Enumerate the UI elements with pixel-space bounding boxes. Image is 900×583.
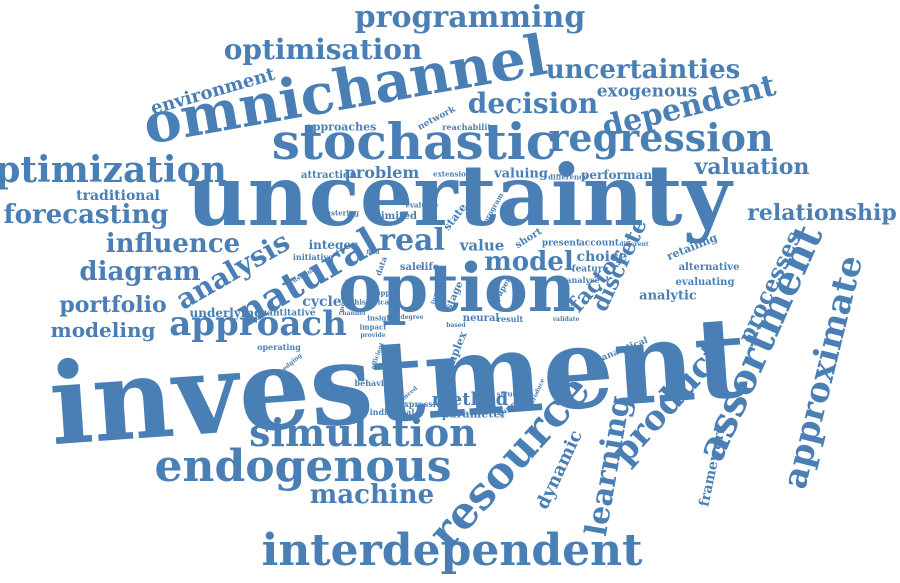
- word-alternative: alternative: [678, 262, 740, 273]
- word-degree: degree: [400, 314, 424, 321]
- word-find: find: [366, 249, 380, 256]
- word-valuation: valuation: [694, 154, 810, 180]
- word-quantitative: quantitative: [254, 308, 316, 319]
- word-regression: regression: [548, 115, 774, 160]
- word-copper: copper: [371, 288, 399, 298]
- word-exogenous: exogenous: [596, 81, 698, 102]
- word-method: method: [431, 389, 509, 410]
- word-choice: choice: [576, 249, 628, 265]
- word-impact: impact: [359, 322, 387, 332]
- word-life: life: [420, 262, 440, 273]
- word-approach: approach: [169, 304, 347, 344]
- word-uncertainties: uncertainties: [545, 55, 741, 85]
- word-diagram: diagram: [79, 257, 201, 287]
- word-historical: historical: [354, 297, 392, 307]
- word-decision: decision: [467, 87, 599, 120]
- word-option: option: [338, 249, 576, 327]
- word-interdependent: interdependent: [261, 525, 643, 576]
- word-result: result: [496, 314, 524, 324]
- word-simulation: simulation: [249, 410, 477, 455]
- word-traditional: traditional: [76, 188, 160, 204]
- word-different: different: [619, 241, 649, 248]
- word-uncertainty: uncertainty: [186, 146, 732, 245]
- word-expression: expression: [399, 399, 447, 409]
- word-model: model: [484, 247, 574, 277]
- word-forecasting: forecasting: [3, 200, 169, 230]
- word-problem: problem: [344, 163, 420, 182]
- word-modeling: modeling: [50, 318, 156, 342]
- word-account: account: [578, 238, 620, 249]
- word-endogenous: endogenous: [154, 441, 452, 492]
- word-relationship: relationship: [747, 200, 897, 226]
- word-optimisation: optimisation: [223, 33, 423, 66]
- word-analytic: analytic: [639, 288, 697, 304]
- word-influence: influence: [105, 229, 241, 259]
- word-validate: validate: [552, 316, 580, 323]
- word-individual: individual: [369, 407, 415, 417]
- word-provide: provide: [360, 332, 386, 339]
- word-evaluating: evaluating: [675, 277, 735, 288]
- word-clustering: clustering: [319, 208, 359, 218]
- word-operating: operating: [257, 342, 301, 352]
- word-evaluate: evaluate: [405, 200, 439, 210]
- word-attraction: attraction: [301, 170, 357, 181]
- word-real: real: [379, 223, 445, 258]
- word-present: present: [541, 238, 581, 249]
- word-structure: structure: [496, 389, 534, 399]
- word-integer: integer: [308, 238, 358, 252]
- word-initiative: initiative: [292, 252, 334, 262]
- word-difference: difference: [548, 172, 588, 182]
- word-reachability: reachability: [442, 122, 496, 132]
- word-analyse: analyse: [566, 275, 600, 285]
- word-valuing: valuing: [494, 166, 548, 182]
- word-cycle: cycle: [302, 294, 342, 310]
- word-stochastic: stochastic: [271, 112, 557, 171]
- word-approaches: approaches: [305, 120, 377, 134]
- word-insight: insight: [367, 313, 395, 323]
- word-limited: limited: [377, 211, 417, 222]
- word-parameter: parameter: [441, 407, 507, 421]
- word-optimization: optimization: [0, 149, 227, 191]
- word-neural: neural: [462, 313, 500, 324]
- word-feature: feature: [571, 264, 609, 275]
- word-programming: programming: [354, 0, 586, 35]
- word-value: value: [459, 236, 505, 255]
- word-sale: sale: [399, 262, 423, 273]
- word-underlying: underlying: [189, 306, 263, 320]
- word-based: based: [446, 322, 466, 329]
- word-extension: extension: [433, 169, 471, 179]
- word-performance: performance: [581, 168, 667, 182]
- word-machine: machine: [309, 480, 435, 510]
- word-portfolio: portfolio: [59, 292, 167, 318]
- word-behavior: behavior: [354, 378, 394, 388]
- word-channel: channel: [338, 310, 366, 317]
